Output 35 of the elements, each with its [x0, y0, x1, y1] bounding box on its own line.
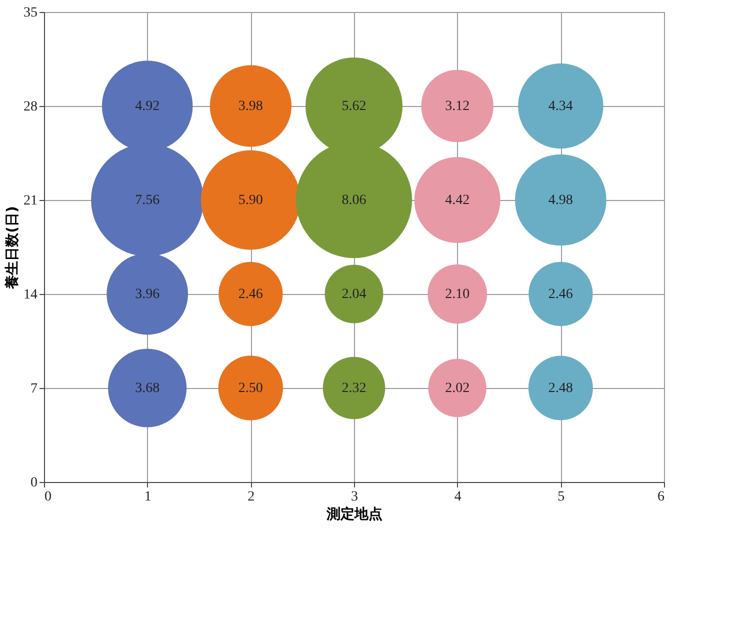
annotation: 3.12 [445, 99, 470, 114]
x-tick-label: 1 [144, 490, 152, 504]
y-tick-label: 0 [30, 476, 38, 490]
x-axis-title: 測定地点 [326, 506, 382, 522]
annotation: 2.46 [548, 287, 573, 302]
annotation: 4.92 [135, 99, 160, 114]
annotation: 2.46 [238, 287, 263, 302]
annotation: 2.32 [342, 381, 366, 396]
x-tick-label: 4 [454, 490, 462, 504]
annotation: 5.90 [238, 193, 263, 208]
annotation: 2.02 [445, 381, 470, 396]
annotation: 4.42 [445, 193, 470, 208]
x-tick-label: 3 [351, 490, 358, 504]
annotation: 8.06 [342, 193, 366, 208]
annotation: 2.04 [342, 287, 366, 302]
y-tick-label: 21 [24, 194, 38, 208]
x-tick-label: 0 [44, 490, 52, 504]
annotation: 4.98 [548, 193, 573, 208]
annotation: 3.96 [135, 287, 160, 302]
x-tick-label: 5 [558, 490, 565, 504]
annotation: 2.10 [445, 287, 470, 302]
annotation: 5.62 [342, 99, 366, 114]
y-tick-label: 7 [30, 382, 38, 396]
annotation: 4.34 [548, 99, 573, 114]
annotation: 3.68 [135, 381, 160, 396]
y-tick-label: 35 [24, 6, 38, 20]
annotation: 3.98 [238, 99, 263, 114]
annotation: 7.56 [135, 193, 160, 208]
x-tick-label: 2 [248, 490, 255, 504]
y-axis-title: 養生日数(日) [4, 206, 20, 290]
y-tick-label: 14 [24, 288, 38, 302]
annotation: 2.48 [548, 381, 573, 396]
annotation: 2.50 [238, 381, 263, 396]
x-tick-label: 6 [658, 490, 664, 504]
y-tick-label: 28 [24, 100, 38, 114]
